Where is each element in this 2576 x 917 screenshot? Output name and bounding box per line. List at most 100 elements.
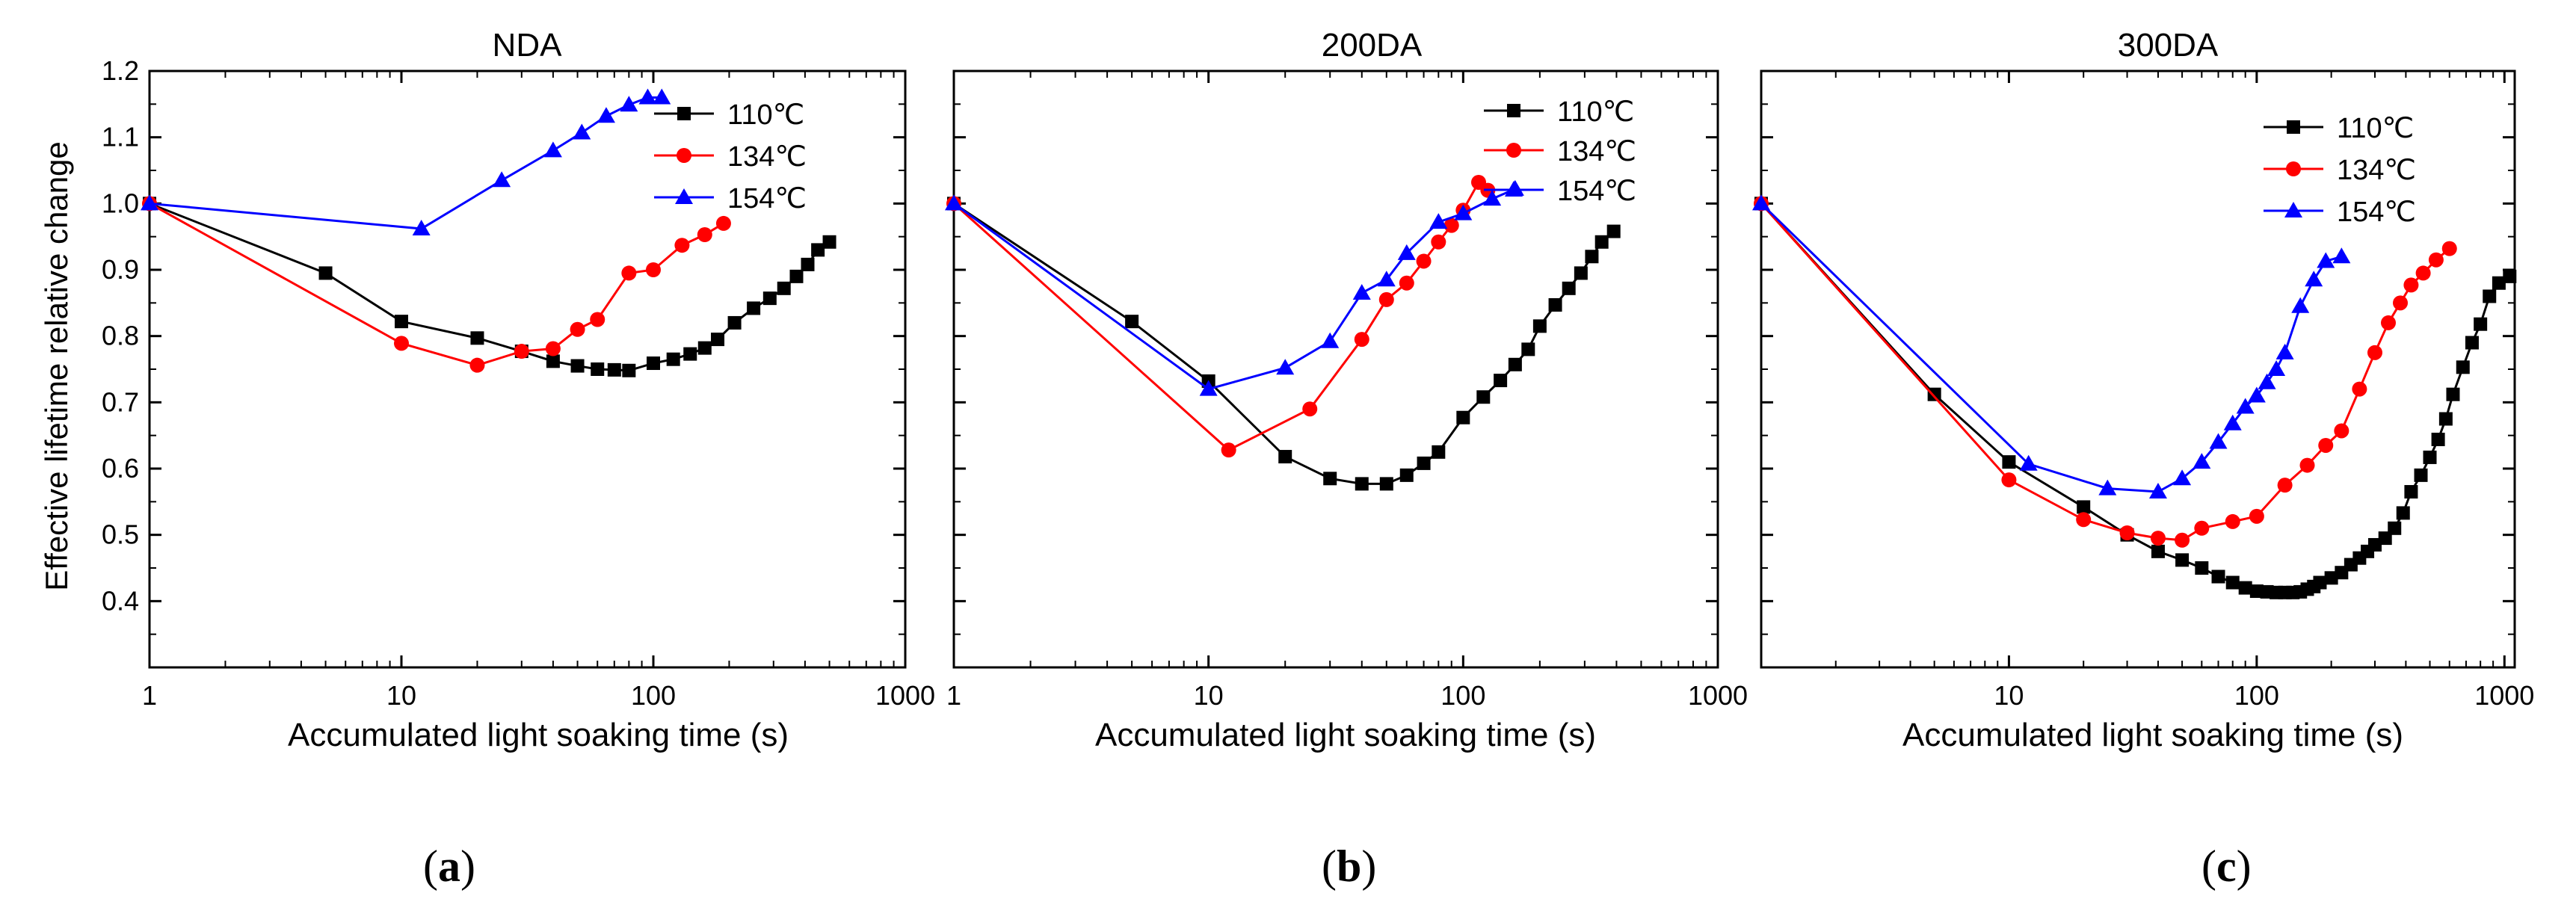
- data-point: [1548, 297, 1562, 312]
- x-tick-label: 1000: [1688, 680, 1748, 711]
- x-tick-label: 100: [1440, 680, 1485, 711]
- data-point: [2001, 472, 2017, 488]
- data-point: [1199, 380, 1218, 396]
- data-point: [2258, 373, 2276, 389]
- panel-title: NDA: [493, 27, 563, 64]
- data-point: [2267, 360, 2286, 376]
- data-point: [1606, 224, 1621, 238]
- data-point: [2352, 381, 2367, 397]
- data-point: [2209, 433, 2228, 449]
- x-axis-label: Accumulated light soaking time (s): [288, 717, 789, 753]
- data-point: [1594, 235, 1609, 249]
- data-point: [318, 266, 333, 280]
- data-point: [945, 194, 963, 211]
- data-point: [2275, 343, 2294, 359]
- data-point: [653, 88, 671, 105]
- panel-label-a: (a): [423, 841, 475, 892]
- legend-label: 110℃: [1557, 96, 1634, 128]
- data-point: [607, 362, 621, 377]
- legend-marker: [675, 188, 693, 204]
- data-point: [2428, 252, 2444, 268]
- data-point: [1432, 445, 1446, 459]
- data-point: [493, 171, 511, 188]
- panel-title: 200DA: [1322, 27, 1423, 64]
- data-point: [697, 341, 712, 355]
- series-square: [947, 197, 1621, 491]
- data-point: [2148, 483, 2167, 499]
- legend: 110℃ 134℃ 154℃: [2264, 113, 2416, 228]
- legend-marker: [2286, 161, 2301, 176]
- axes: 1 10 100 1000 0.4 0.5 0.6 0.7 0.8 0.9 1.0 1.1 1.2: [102, 55, 935, 711]
- data-point: [2423, 450, 2437, 464]
- y-tick-label: 1.0: [102, 188, 139, 218]
- data-point: [1399, 275, 1414, 291]
- panel-label-c: (c): [2201, 841, 2252, 892]
- label-paren-close: ): [2236, 842, 2252, 891]
- series-layer: [141, 88, 836, 377]
- label-paren-close: ): [1361, 842, 1377, 891]
- data-point: [590, 312, 606, 327]
- data-point: [2238, 581, 2252, 595]
- data-point: [620, 96, 638, 112]
- axes: 10 100 1000: [1760, 70, 2534, 711]
- series-line: [149, 96, 662, 230]
- data-point: [2367, 537, 2382, 552]
- data-point: [1927, 387, 1941, 401]
- data-point: [1508, 357, 1522, 371]
- panel-label-b: (b): [1322, 841, 1376, 892]
- data-point: [1321, 332, 1340, 348]
- data-point: [1416, 253, 1432, 269]
- legend-label: 110℃: [2337, 113, 2414, 144]
- data-point: [1355, 477, 1369, 491]
- data-point: [2474, 317, 2488, 331]
- legend-label: 154℃: [1557, 176, 1636, 207]
- data-point: [1302, 401, 1318, 417]
- data-point: [2211, 569, 2225, 584]
- legend-label: 134℃: [1557, 136, 1636, 167]
- data-point: [727, 315, 742, 330]
- label-paren-open: (: [2201, 842, 2216, 891]
- x-axis-label: Accumulated light soaking time (s): [1095, 717, 1596, 753]
- panel-title: 300DA: [2118, 27, 2219, 64]
- x-tick-label: 100: [631, 680, 676, 711]
- legend-label: 134℃: [2337, 155, 2416, 186]
- data-point: [2119, 525, 2135, 541]
- legend-marker: [677, 148, 691, 163]
- data-point: [597, 107, 615, 123]
- legend-label: 154℃: [2337, 197, 2416, 228]
- data-point: [2431, 432, 2445, 446]
- label-letter: b: [1336, 842, 1362, 891]
- data-point: [2151, 544, 2165, 558]
- data-point: [395, 315, 408, 329]
- legend-marker: [1507, 104, 1520, 117]
- data-point: [570, 359, 585, 373]
- series-line: [952, 180, 1489, 451]
- data-point: [412, 220, 431, 236]
- data-point: [2193, 453, 2211, 469]
- data-point: [2415, 265, 2431, 281]
- data-point: [514, 344, 529, 359]
- data-point: [622, 363, 636, 377]
- data-point: [394, 336, 409, 351]
- data-point: [2324, 571, 2338, 585]
- legend: 110℃ 134℃ 154℃: [1484, 96, 1636, 207]
- data-point: [1454, 204, 1473, 220]
- data-point: [801, 257, 815, 271]
- data-point: [2249, 508, 2264, 524]
- data-point: [2396, 506, 2410, 520]
- label-letter: c: [2216, 842, 2237, 891]
- data-point: [1483, 190, 1502, 206]
- series-square: [143, 197, 836, 377]
- data-point: [591, 362, 605, 376]
- data-point: [697, 227, 712, 243]
- legend-entry: 110℃: [2264, 113, 2414, 144]
- y-tick-label: 0.6: [102, 453, 139, 484]
- data-point: [1352, 284, 1371, 300]
- data-point: [711, 333, 725, 347]
- data-point: [2305, 271, 2323, 287]
- data-point: [2077, 500, 2091, 514]
- legend-entry: 154℃: [654, 183, 807, 214]
- data-point: [2076, 512, 2092, 528]
- legend-marker: [1506, 143, 1521, 158]
- data-point: [2313, 575, 2327, 590]
